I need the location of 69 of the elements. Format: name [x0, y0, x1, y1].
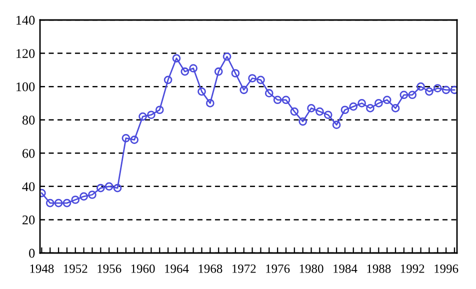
point [425, 87, 434, 96]
point [324, 110, 332, 120]
point [62, 198, 72, 208]
point [408, 90, 417, 100]
point [180, 67, 190, 76]
point [104, 182, 114, 191]
point [231, 69, 240, 78]
y-tick-label: 80 [22, 116, 35, 125]
point [248, 74, 256, 82]
point [349, 102, 358, 111]
point [316, 107, 324, 116]
x-tick-label: 1976 [266, 264, 290, 273]
point [113, 184, 122, 192]
x-tick-label: 1952 [64, 264, 88, 273]
point [130, 136, 139, 144]
point [282, 96, 290, 104]
x-tick-label: 1972 [232, 264, 256, 273]
y-tick-label: 120 [16, 49, 35, 58]
point [164, 76, 172, 84]
y-tick-label: 0 [29, 248, 35, 258]
point [71, 196, 80, 204]
x-tick-label: 1992 [400, 264, 424, 273]
x-tick-label: 1956 [98, 264, 122, 273]
point [358, 99, 366, 108]
point [222, 52, 232, 61]
point [307, 104, 316, 112]
x-tick-label: 1984 [334, 264, 358, 273]
point [214, 67, 223, 76]
point [298, 117, 308, 126]
point [442, 86, 450, 94]
point [138, 112, 147, 121]
x-tick-label: 1968 [198, 264, 222, 273]
point [273, 96, 282, 104]
point [256, 76, 265, 84]
y-tick-label: 60 [22, 148, 35, 158]
point [206, 99, 214, 108]
y-tick-label: 140 [16, 16, 35, 25]
point [332, 120, 341, 130]
x-tick-label: 1988 [367, 264, 391, 273]
point [122, 134, 130, 142]
point [340, 106, 350, 114]
point [189, 64, 198, 72]
point [54, 198, 63, 208]
point [198, 87, 206, 96]
point [264, 89, 274, 98]
x-tick-label: 1980 [300, 264, 324, 273]
x-tick-label: 1964 [165, 264, 189, 273]
point [147, 110, 156, 120]
point [400, 90, 408, 100]
point [80, 192, 88, 201]
point [155, 106, 164, 114]
point [88, 190, 96, 199]
point [382, 96, 392, 104]
point [46, 198, 54, 208]
x-tick-label: 1960 [131, 264, 155, 273]
point [96, 184, 105, 192]
point [433, 84, 442, 92]
x-tick-label: 1996 [434, 264, 458, 273]
y-tick-label: 100 [16, 82, 35, 92]
point [391, 104, 400, 112]
x-tick-label: 1948 [30, 264, 54, 273]
point [290, 107, 299, 116]
point [240, 86, 248, 94]
point [366, 104, 374, 112]
point [172, 54, 181, 62]
point [416, 82, 425, 91]
y-tick-label: 20 [22, 216, 35, 224]
point [374, 99, 383, 108]
y-tick-label: 40 [22, 182, 35, 192]
